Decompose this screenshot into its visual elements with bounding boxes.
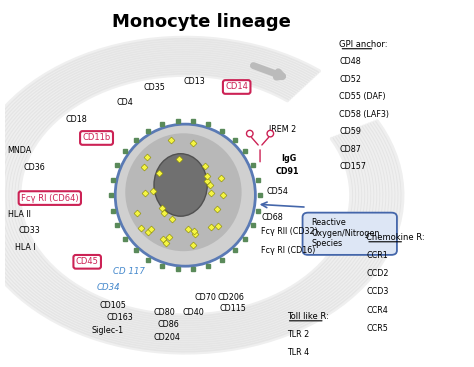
Text: CD58 (LAF3): CD58 (LAF3) [339, 110, 390, 119]
Ellipse shape [115, 124, 255, 266]
Text: CD204: CD204 [153, 333, 180, 342]
Text: CD70: CD70 [194, 294, 216, 302]
Text: CD86: CD86 [157, 320, 179, 329]
Text: CCR4: CCR4 [366, 305, 388, 315]
Text: CD33: CD33 [18, 226, 40, 235]
Text: Reactive
Oxygen/Nitrogen
Species: Reactive Oxygen/Nitrogen Species [311, 218, 380, 248]
Text: CCR5: CCR5 [366, 324, 388, 333]
Ellipse shape [246, 130, 253, 137]
Text: CD34: CD34 [97, 283, 120, 292]
Text: IgG: IgG [281, 154, 296, 163]
Text: CD68: CD68 [262, 212, 283, 222]
Text: Siglec-1: Siglec-1 [91, 326, 123, 335]
Text: Chemokine R:: Chemokine R: [366, 233, 425, 242]
Ellipse shape [154, 154, 207, 216]
Text: CD105: CD105 [100, 301, 127, 310]
Text: CD52: CD52 [339, 75, 362, 84]
Text: CD54: CD54 [266, 187, 288, 196]
Ellipse shape [267, 130, 273, 137]
Text: CD55 (DAF): CD55 (DAF) [339, 92, 386, 101]
Text: CCD2: CCD2 [366, 269, 389, 278]
Text: TLR 2: TLR 2 [287, 330, 309, 339]
Text: HLA I: HLA I [15, 243, 36, 252]
Text: CD36: CD36 [23, 163, 45, 172]
Text: CD91: CD91 [275, 167, 299, 176]
Text: HLA II: HLA II [8, 210, 31, 219]
FancyBboxPatch shape [302, 212, 397, 255]
Text: IREM 2: IREM 2 [269, 125, 297, 134]
Ellipse shape [125, 133, 242, 251]
Text: CCD3: CCD3 [366, 287, 389, 296]
Text: CD163: CD163 [107, 313, 133, 322]
Text: CD115: CD115 [220, 304, 247, 313]
Text: Fcγ RII (CD32): Fcγ RII (CD32) [262, 227, 318, 236]
Text: Toll like R:: Toll like R: [287, 312, 328, 321]
Text: CD40: CD40 [182, 308, 204, 317]
Text: CD14: CD14 [225, 83, 248, 91]
Text: TLR 4: TLR 4 [287, 348, 309, 357]
Text: CD59: CD59 [339, 127, 362, 136]
Text: GPI anchor:: GPI anchor: [339, 40, 388, 49]
Text: CD206: CD206 [217, 294, 244, 302]
Text: MNDA: MNDA [7, 146, 31, 155]
Text: CD45: CD45 [76, 257, 99, 266]
Text: Monocyte lineage: Monocyte lineage [112, 13, 291, 31]
Text: Fcγ RI (CD64): Fcγ RI (CD64) [21, 193, 79, 203]
Text: CD80: CD80 [154, 308, 175, 317]
Text: CD11b: CD11b [82, 134, 110, 142]
Text: CD 117: CD 117 [113, 267, 145, 276]
Text: Fcγ RI (CD16): Fcγ RI (CD16) [262, 246, 316, 255]
Text: CD87: CD87 [339, 145, 361, 153]
Text: CCR1: CCR1 [366, 251, 388, 260]
Text: CD13: CD13 [184, 77, 206, 86]
Text: CD35: CD35 [144, 83, 166, 92]
Text: CD4: CD4 [116, 98, 133, 107]
Text: CD18: CD18 [65, 115, 87, 124]
Text: CD157: CD157 [339, 162, 366, 171]
Text: CD48: CD48 [339, 57, 361, 66]
